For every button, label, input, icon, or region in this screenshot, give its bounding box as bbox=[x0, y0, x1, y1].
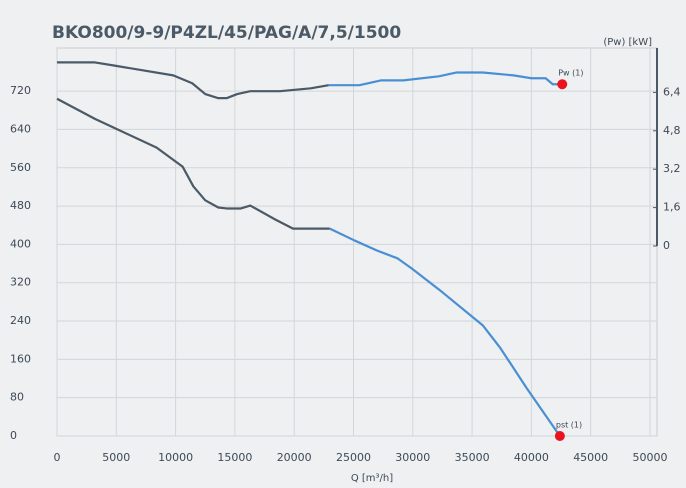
annotation-marker bbox=[554, 431, 565, 441]
y-tick-label: 160 bbox=[10, 352, 31, 365]
x-tick-label: 20000 bbox=[277, 451, 312, 464]
x-tick-label: 35000 bbox=[455, 451, 490, 464]
x-tick-label: 15000 bbox=[217, 451, 252, 464]
annotation-label: Pw (1) bbox=[558, 69, 583, 78]
y-tick-label: 640 bbox=[10, 122, 31, 135]
x-tick-label: 25000 bbox=[336, 451, 371, 464]
x-tick-label: 30000 bbox=[395, 451, 430, 464]
x-tick-label: 5000 bbox=[102, 451, 130, 464]
annotation-marker bbox=[557, 79, 568, 90]
y-tick-label: 480 bbox=[10, 199, 31, 212]
line-series bbox=[329, 227, 561, 437]
y-tick-label: 400 bbox=[10, 237, 31, 250]
x-tick-label: 50000 bbox=[633, 451, 668, 464]
line-series bbox=[56, 97, 330, 230]
y-tick-label: 0 bbox=[10, 429, 17, 442]
y2-tick-label: 6,4 bbox=[663, 85, 681, 98]
y-tick-label: 80 bbox=[10, 391, 24, 404]
x-axis-label: Q [m³/h] bbox=[351, 473, 393, 484]
y2-tick-label: 4,8 bbox=[663, 124, 681, 137]
y2-tick-label: 1,6 bbox=[663, 201, 681, 214]
x-tick-label: 10000 bbox=[158, 451, 193, 464]
x-tick-label: 0 bbox=[54, 451, 61, 464]
y-tick-label: 560 bbox=[10, 161, 31, 174]
line-series bbox=[57, 61, 329, 100]
y2-tick-label: 3,2 bbox=[663, 162, 681, 175]
y2-tick-label: 0 bbox=[663, 239, 670, 252]
line-series bbox=[328, 71, 563, 87]
annotation-label: pst (1) bbox=[556, 421, 582, 430]
x-tick-label: 45000 bbox=[573, 451, 608, 464]
chart-title: BKO800/9-9/P4ZL/45/PAG/A/7,5/1500 bbox=[52, 23, 401, 43]
y2-axis-label: (Pw) [kW] bbox=[603, 37, 652, 48]
x-tick-label: 40000 bbox=[514, 451, 549, 464]
y-tick-label: 240 bbox=[10, 314, 31, 327]
y-tick-label: 320 bbox=[10, 276, 31, 289]
y-tick-label: 720 bbox=[10, 84, 31, 97]
